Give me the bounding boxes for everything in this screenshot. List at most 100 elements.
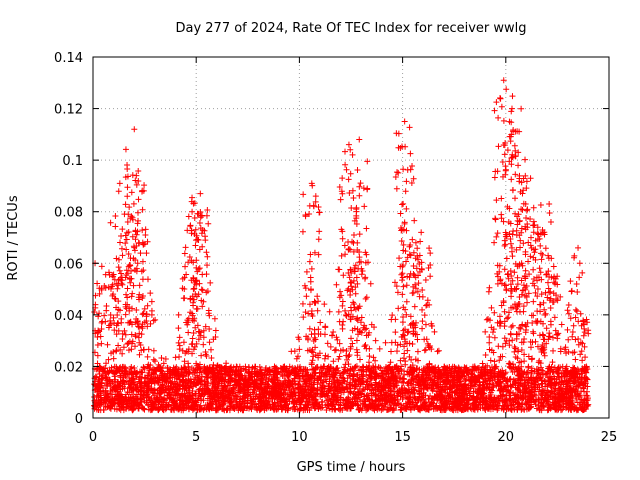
data-point — [207, 279, 214, 286]
data-point — [419, 306, 426, 313]
data-point — [392, 279, 399, 286]
data-point — [175, 339, 182, 346]
data-point — [346, 274, 353, 281]
data-point — [514, 281, 521, 288]
data-point — [377, 365, 384, 372]
data-point — [488, 304, 495, 311]
data-point — [494, 230, 501, 237]
data-point — [393, 283, 400, 290]
data-point — [327, 343, 334, 350]
data-point — [127, 262, 134, 269]
data-point — [111, 327, 118, 334]
data-point — [516, 359, 523, 366]
data-point — [322, 324, 329, 331]
data-point — [119, 336, 126, 343]
data-point — [306, 325, 313, 332]
data-point — [376, 345, 383, 352]
data-point — [105, 356, 112, 363]
data-point — [572, 356, 579, 363]
data-point — [482, 328, 489, 335]
data-point — [362, 342, 369, 348]
data-point — [119, 226, 126, 233]
data-point — [322, 352, 329, 359]
data-point — [207, 346, 214, 353]
data-point — [176, 342, 183, 349]
data-point — [419, 286, 426, 293]
data-point — [176, 334, 183, 341]
data-point — [358, 314, 365, 321]
data-point — [181, 274, 188, 281]
data-point — [387, 359, 394, 366]
data-point — [569, 328, 576, 335]
data-point — [345, 239, 352, 246]
data-point — [331, 347, 338, 354]
data-point — [527, 253, 534, 260]
data-point — [406, 340, 413, 347]
data-point — [498, 302, 505, 309]
data-point — [483, 316, 490, 323]
data-point — [403, 298, 410, 305]
data-point — [407, 252, 414, 259]
data-point — [94, 352, 101, 359]
data-point — [333, 346, 340, 353]
data-point — [542, 245, 549, 252]
data-point — [529, 355, 536, 362]
data-point — [150, 347, 157, 354]
data-point — [330, 328, 337, 335]
data-point — [547, 305, 554, 312]
data-point — [335, 356, 342, 363]
data-point — [309, 357, 316, 364]
data-point — [116, 267, 123, 274]
data-point — [354, 352, 361, 359]
data-point — [363, 366, 370, 373]
data-point — [139, 276, 146, 283]
data-points — [91, 77, 592, 414]
data-point — [547, 321, 554, 328]
data-point — [382, 339, 389, 346]
data-point — [308, 265, 315, 272]
data-point — [549, 359, 556, 366]
data-point — [577, 351, 584, 358]
data-point — [120, 344, 127, 351]
data-point — [486, 284, 493, 291]
data-point — [141, 305, 148, 312]
data-point — [434, 348, 441, 355]
data-point — [326, 308, 333, 315]
data-point — [524, 299, 531, 306]
data-point — [118, 315, 125, 322]
data-point — [150, 317, 157, 324]
data-point — [152, 358, 159, 365]
data-point — [508, 293, 515, 300]
data-point — [303, 293, 310, 300]
data-point — [189, 350, 196, 357]
data-point — [525, 353, 532, 360]
data-point — [530, 229, 537, 236]
data-point — [99, 318, 106, 325]
data-point — [211, 315, 218, 322]
data-point — [136, 282, 143, 289]
data-point — [512, 353, 519, 360]
data-point — [412, 285, 419, 292]
data-point — [421, 347, 428, 354]
data-point — [142, 231, 149, 238]
data-point — [580, 332, 587, 339]
data-point — [172, 354, 179, 361]
data-point — [399, 319, 406, 326]
data-point — [399, 277, 406, 284]
data-point — [463, 376, 470, 383]
data-point — [497, 353, 504, 360]
data-point — [411, 217, 418, 224]
data-point — [143, 250, 150, 257]
data-point — [532, 246, 539, 253]
data-point — [505, 314, 512, 321]
data-point — [544, 294, 551, 301]
data-point — [545, 333, 552, 340]
data-point — [564, 326, 571, 333]
data-point — [182, 263, 189, 270]
data-point — [482, 352, 489, 359]
data-point — [542, 311, 549, 318]
data-point — [340, 318, 347, 325]
data-point — [419, 293, 426, 300]
data-point — [565, 336, 572, 343]
data-point — [388, 316, 395, 323]
